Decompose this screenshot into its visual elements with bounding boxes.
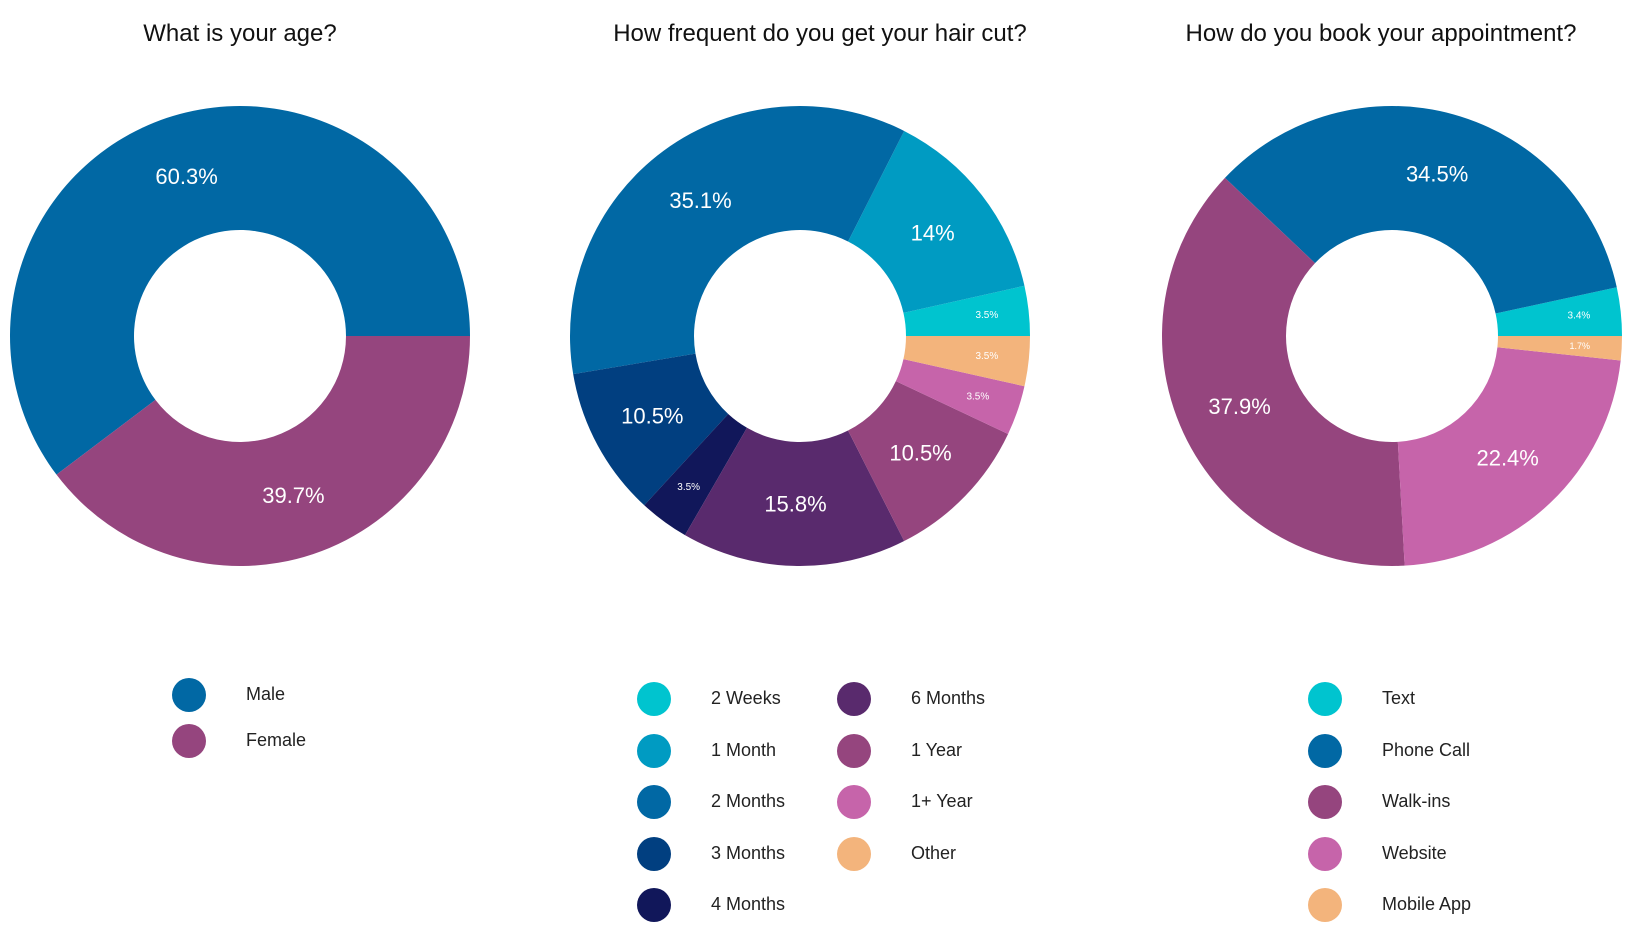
- legend-item-walk-ins: Walk-ins: [1308, 785, 1538, 819]
- legend-item-website: Website: [1308, 836, 1538, 871]
- legend-swatch: [837, 682, 871, 716]
- legend-item-phone-call: Phone Call: [1308, 733, 1538, 768]
- chart-title: How frequent do you get your hair cut?: [613, 20, 1027, 47]
- data-label-1-year: 10.5%: [889, 441, 951, 466]
- legend-item-2-months: 2 Months: [637, 785, 867, 819]
- slice-website: [1397, 347, 1621, 566]
- legend-label: Other: [911, 842, 957, 863]
- slice-2-months: [570, 106, 905, 375]
- legend-swatch: [1308, 682, 1342, 716]
- legend-swatch: [1308, 836, 1342, 871]
- legend-label: 1+ Year: [911, 791, 973, 811]
- legend-swatch: [637, 836, 671, 871]
- age-chart-panel: What is your age? 60.3% 39.7% Male Female: [0, 0, 480, 929]
- slice-phone-call: [1224, 106, 1617, 314]
- slice-1-year: [848, 381, 1009, 542]
- data-label-text: 3.4%: [1568, 310, 1591, 321]
- legend-swatch: [637, 888, 671, 922]
- legend-label: Male: [246, 684, 286, 704]
- data-label-other: 3.5%: [975, 351, 998, 362]
- legend-item-other: Other: [837, 836, 1067, 871]
- legend-item-3-months: 3 Months: [637, 836, 867, 871]
- data-label-phone-call: 34.5%: [1406, 162, 1468, 187]
- data-label-2-weeks: 3.5%: [975, 310, 998, 321]
- legend-label: 2 Weeks: [711, 688, 781, 708]
- slice-other: [903, 336, 1030, 387]
- legend-item-1-month: 1 Month: [637, 733, 867, 768]
- legend-swatch: [637, 733, 671, 768]
- legend-item-female: Female: [172, 724, 402, 758]
- legend-item-mobile-app: Mobile App: [1308, 888, 1538, 922]
- legend-swatch: [1308, 785, 1342, 819]
- data-label-website: 22.4%: [1476, 445, 1538, 470]
- data-label-female: 39.7%: [262, 483, 324, 508]
- legend-label: 1 Month: [711, 739, 777, 760]
- data-label-male: 60.3%: [155, 164, 217, 189]
- haircut-frequency-chart-panel: How frequent do you get your hair cut? 3…: [560, 0, 1080, 929]
- legend-label: Text: [1382, 688, 1416, 708]
- legend-item-text: Text: [1308, 682, 1538, 716]
- legend-swatch: [837, 785, 871, 819]
- legend-swatch: [1308, 733, 1342, 768]
- legend-label: 2 Months: [711, 791, 786, 811]
- legend-swatch: [637, 682, 671, 716]
- slice-female: [56, 336, 471, 566]
- legend-label: Female: [246, 730, 307, 750]
- slice-2-weeks: [903, 285, 1030, 336]
- slice-text: [1495, 287, 1622, 336]
- legend-item-1-year: 1 Year: [837, 733, 1067, 768]
- legend-label: Phone Call: [1382, 739, 1471, 760]
- legend-item-4-months: 4 Months: [637, 888, 867, 922]
- legend-label: 6 Months: [911, 688, 986, 708]
- chart-title: How do you book your appointment?: [1185, 20, 1577, 47]
- data-label-6-months: 15.8%: [764, 491, 826, 516]
- slice-walk-ins: [1162, 177, 1405, 567]
- legend-label: Walk-ins: [1382, 791, 1451, 811]
- data-label-1plus-year: 3.5%: [966, 391, 989, 402]
- legend-swatch: [837, 836, 871, 871]
- data-label-1-month: 14%: [911, 220, 955, 245]
- legend-label: Website: [1382, 842, 1447, 863]
- slice-3-months: [573, 353, 729, 506]
- legend-label: Mobile App: [1382, 894, 1472, 914]
- booking-method-donut-chart: 3.4% 34.5% 37.9% 22.4% 1.7%: [1162, 106, 1622, 567]
- data-label-2-months: 35.1%: [669, 188, 731, 213]
- age-donut-chart: 60.3% 39.7%: [10, 105, 471, 566]
- slice-1-month: [848, 130, 1025, 313]
- legend-item-1plus-year: 1+ Year: [837, 785, 1067, 819]
- data-label-mobile-app: 1.7%: [1569, 341, 1590, 351]
- slice-mobile-app: [1497, 336, 1622, 361]
- legend-swatch: [837, 733, 871, 768]
- legend-item-6-months: 6 Months: [837, 682, 1067, 716]
- legend-item-2-weeks: 2 Weeks: [637, 682, 867, 716]
- legend-swatch: [172, 678, 206, 712]
- booking-method-chart-panel: How do you book your appointment? 3.4% 34…: [1130, 0, 1632, 929]
- data-label-4-months: 3.5%: [677, 482, 700, 493]
- legend-swatch: [172, 724, 206, 758]
- haircut-frequency-donut-chart: 3.5% 14% 35.1% 10.5% 3.5% 15.8% 10.5% 3.5% 3.5%: [570, 106, 1030, 566]
- legend-label: 3 Months: [711, 842, 786, 863]
- legend-swatch: [637, 785, 671, 819]
- chart-title: What is your age?: [143, 20, 337, 47]
- slice-4-months: [644, 414, 747, 536]
- legend-swatch: [1308, 888, 1342, 922]
- legend-label: 4 Months: [711, 894, 786, 914]
- legend-item-male: Male: [172, 678, 402, 712]
- data-label-3-months: 10.5%: [621, 404, 683, 429]
- legend-label: 1 Year: [911, 739, 963, 760]
- slice-1plus-year: [895, 359, 1025, 435]
- slice-male: [10, 105, 470, 475]
- slice-6-months: [685, 427, 905, 566]
- data-label-walk-ins: 37.9%: [1208, 394, 1270, 419]
